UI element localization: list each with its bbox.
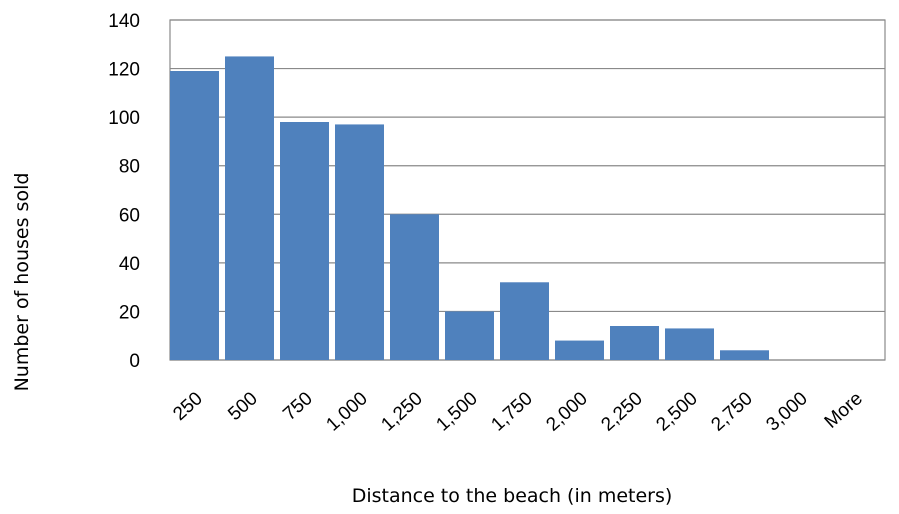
x-tick-label: 1,250 xyxy=(377,388,426,435)
y-tick-label: 40 xyxy=(119,254,140,275)
y-tick-label: 120 xyxy=(108,60,140,81)
bar xyxy=(665,328,714,360)
bar xyxy=(170,71,219,360)
x-tick-label: 500 xyxy=(224,388,262,425)
bar xyxy=(610,326,659,360)
bar xyxy=(720,350,769,360)
y-tick-label: 20 xyxy=(119,302,140,323)
y-tick-label: 100 xyxy=(108,108,140,129)
y-tick-label: 0 xyxy=(129,351,140,372)
y-tick-label: 80 xyxy=(119,157,140,178)
bar xyxy=(555,340,604,360)
x-tick-label: 3,000 xyxy=(762,388,811,435)
x-tick-labels: 250 500 750 1,000 1,250 1,500 1,750 2,000 2,250 2… xyxy=(169,388,867,435)
x-tick-label: 2,250 xyxy=(597,388,646,435)
x-tick-label: More xyxy=(821,388,867,433)
x-tick-label: 2,000 xyxy=(542,388,591,435)
bars xyxy=(170,56,769,361)
bar xyxy=(335,124,384,360)
bar xyxy=(500,282,549,360)
y-tick-label: 60 xyxy=(119,205,140,226)
x-tick-label: 750 xyxy=(279,388,317,425)
x-tick-label: 250 xyxy=(169,388,207,425)
x-tick-label: 1,000 xyxy=(322,388,371,435)
x-axis-title: Distance to the beach (in meters) xyxy=(352,485,673,507)
bar xyxy=(280,122,329,360)
x-tick-label: 1,750 xyxy=(487,388,536,435)
y-tick-labels: 0 20 40 60 80 100 120 140 xyxy=(108,11,140,372)
bar xyxy=(390,214,439,360)
y-tick-label: 140 xyxy=(108,11,140,32)
bar xyxy=(445,311,494,360)
x-tick-label: 2,750 xyxy=(707,388,756,435)
x-tick-label: 1,500 xyxy=(432,388,481,435)
bar xyxy=(225,56,274,361)
x-tick-label: 2,500 xyxy=(652,388,701,435)
y-axis-title: Number of houses sold xyxy=(11,173,33,392)
